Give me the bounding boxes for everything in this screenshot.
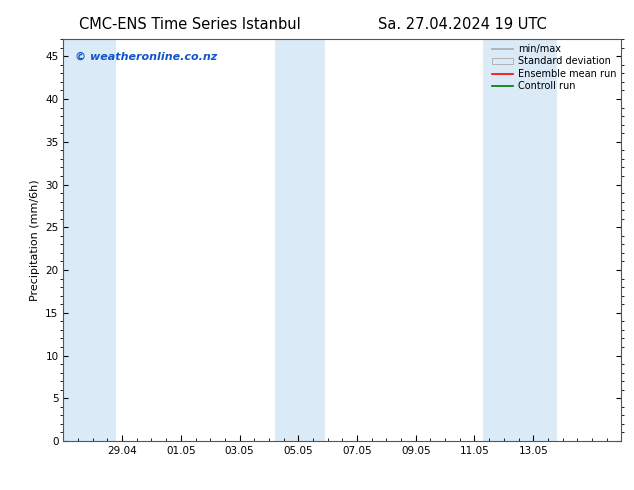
Legend: min/max, Standard deviation, Ensemble mean run, Controll run: min/max, Standard deviation, Ensemble me…: [492, 44, 616, 91]
Bar: [63, 39, 116, 441]
Bar: [483, 39, 557, 441]
Text: CMC-ENS Time Series Istanbul: CMC-ENS Time Series Istanbul: [79, 17, 301, 32]
Text: Sa. 27.04.2024 19 UTC: Sa. 27.04.2024 19 UTC: [378, 17, 547, 32]
Y-axis label: Precipitation (mm/6h): Precipitation (mm/6h): [30, 179, 40, 301]
Text: © weatheronline.co.nz: © weatheronline.co.nz: [75, 51, 217, 61]
Bar: [275, 39, 325, 441]
